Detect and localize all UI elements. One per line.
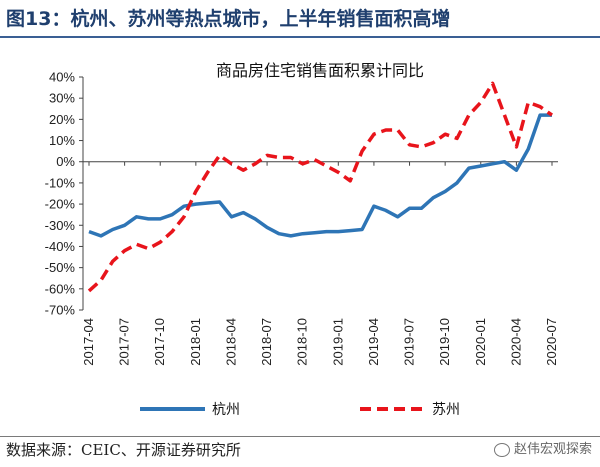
x-tick-label: 2020-04 (508, 318, 523, 366)
y-tick-label: -50% (45, 260, 76, 275)
x-tick-label: 2019-10 (437, 318, 452, 366)
y-tick-label: 10% (49, 133, 75, 148)
y-tick-label: 20% (49, 112, 75, 127)
watermark: 赵伟宏观探索 (493, 440, 592, 460)
y-tick-label: -30% (45, 218, 76, 233)
title-divider (0, 36, 600, 38)
x-tick-label: 2018-10 (295, 318, 310, 366)
y-tick-label: -10% (45, 175, 76, 190)
chart-axes: 40% 30% 20% 10% 0% -10% -20% -30% -40% -50% -60% -7… (45, 70, 559, 366)
x-tick-label: 2017-10 (152, 318, 167, 366)
line-chart: 商品房住宅销售面积累计同比 40% 30% 20% 10% 0% -10% -20% -30%… (45, 61, 559, 418)
watermark-text: 赵伟宏观探索 (513, 442, 592, 457)
wechat-icon (493, 443, 510, 457)
series-line-hangzhou (88, 113, 552, 238)
chart-series (87, 81, 554, 293)
y-tick-label: -70% (45, 303, 76, 318)
x-tick-label: 2019-01 (330, 318, 345, 366)
y-tick-label: -20% (45, 197, 76, 212)
y-tick-label: -40% (45, 239, 76, 254)
chart-title: 商品房住宅销售面积累计同比 (216, 61, 424, 80)
source-note: 数据来源：CEIC、开源证券研究所 (6, 441, 241, 459)
x-tick-label: 2017-04 (81, 318, 96, 366)
x-tick-label: 2018-04 (223, 318, 238, 366)
x-tick-label: 2017-07 (117, 318, 132, 366)
x-tick-label: 2020-07 (544, 318, 559, 366)
x-tick-label: 2018-01 (188, 318, 203, 366)
x-tick-label: 2019-04 (366, 318, 381, 366)
legend-label: 杭州 (212, 402, 240, 418)
x-tick-label: 2018-07 (259, 318, 274, 366)
series-line-suzhou (87, 81, 554, 293)
x-tick-label: 2020-01 (473, 318, 488, 366)
y-tick-label: -60% (45, 281, 76, 296)
y-tick-label: 30% (49, 91, 75, 106)
y-tick-label: 40% (49, 70, 75, 85)
figure-title: 图13：杭州、苏州等热点城市，上半年销售面积高增 (6, 8, 451, 30)
y-tick-label: 0% (56, 154, 75, 169)
x-tick-label: 2019-07 (402, 318, 417, 366)
source-divider (0, 436, 600, 437)
legend-label: 苏州 (432, 402, 460, 418)
chart-legend: 杭州 苏州 (140, 402, 460, 418)
